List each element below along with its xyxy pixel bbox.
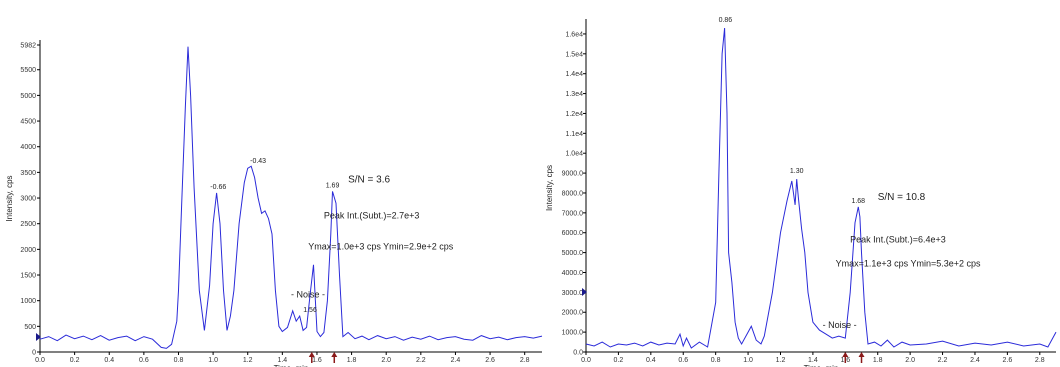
chart1-x-tick-label: 0.6 xyxy=(139,357,149,364)
chart2-x-tick-label: 0.4 xyxy=(646,357,656,364)
chart2-x-tick-label: 1.4 xyxy=(808,357,818,364)
chart1-peak-intensity-label: Peak Int.(Subt.)=2.7e+3 xyxy=(324,211,420,221)
chart1-peak-label: 1.69 xyxy=(326,182,340,189)
chart1-x-tick-label: 1.0 xyxy=(208,357,218,364)
chart2-y-tick-label: 1.5e4 xyxy=(565,51,583,58)
chart1-y-tick-label: 4000 xyxy=(20,144,36,151)
chart1-y-tick-label: 1000 xyxy=(20,298,36,305)
chart2-x-tick-label: 0.6 xyxy=(678,357,688,364)
chart1-y-tick-label: 2000 xyxy=(20,247,36,254)
chart1-y-tick-label: 500 xyxy=(24,324,36,331)
chart2-x-tick-label: 2.8 xyxy=(1035,357,1045,364)
chart2-ymax-ymin-label: Ymax=1.1e+3 cps Ymin=5.3e+2 cps xyxy=(836,259,981,269)
chart1-peak-label: 1.56 xyxy=(303,307,317,314)
chart2-y-tick-label: 1000.0 xyxy=(562,330,584,337)
chart1-x-tick-label: 1.2 xyxy=(243,357,253,364)
chart1-x-tick-label: 2.2 xyxy=(416,357,426,364)
chart1-x-tick-label: 0.2 xyxy=(70,357,80,364)
chart2-y-tick-label: 1.4e4 xyxy=(565,71,583,78)
chart2-y-tick-label: 1.6e4 xyxy=(565,31,583,38)
chart2-y-axis-label: Intensity, cps xyxy=(545,165,554,211)
chart2-x-tick-label: 0.0 xyxy=(581,357,591,364)
chart2-y-tick-label: 1.2e4 xyxy=(565,111,583,118)
chart1-x-tick-label: 1.8 xyxy=(347,357,357,364)
chart1-x-tick-label: 0.4 xyxy=(104,357,114,364)
chart1-x-tick-label: 1.6 xyxy=(312,357,322,364)
chart2-y-tick-label: 2000.0 xyxy=(562,310,584,317)
chart2-peak-intensity-label: Peak Int.(Subt.)=6.4e+3 xyxy=(850,235,946,245)
chart1-x-tick-label: 2.0 xyxy=(381,357,391,364)
chart2-x-tick-label: 1.2 xyxy=(776,357,786,364)
chart2-y-tick-label: 9000.0 xyxy=(562,171,584,178)
chart2-x-tick-label: 2.0 xyxy=(905,357,915,364)
chart2-peak-label: 0.86 xyxy=(719,17,733,24)
chart1-y-tick-label: 3000 xyxy=(20,196,36,203)
chart2-y-tick-label: 5000.0 xyxy=(562,250,584,257)
chart1-y-tick-label: 5982 xyxy=(20,43,36,50)
chart1-x-axis-label: Time, min xyxy=(274,364,309,367)
chart2-integration-arrow-icon xyxy=(842,352,849,357)
chart2-y-tick-label: 1.3e4 xyxy=(565,91,583,98)
chart1-y-tick-label: 0 xyxy=(32,350,36,357)
chart2-y-tick-label: 1.1e4 xyxy=(565,131,583,138)
chart1-y-tick-label: 1500 xyxy=(20,273,36,280)
chart2-y-tick-label: 1.0e4 xyxy=(565,151,583,158)
chart1-x-tick-label: 0.8 xyxy=(174,357,184,364)
chart1-x-tick-label: 0.0 xyxy=(35,357,45,364)
chart2-x-tick-label: 2.2 xyxy=(938,357,948,364)
chart1-x-tick-label: 2.8 xyxy=(520,357,530,364)
chart2-x-tick-label: 1.0 xyxy=(743,357,753,364)
chart2-y-tick-label: 8000.0 xyxy=(562,190,584,197)
chart1-peak-label: -0.43 xyxy=(250,158,266,165)
chart2-y-tick-label: 6000.0 xyxy=(562,230,584,237)
chart2-trace-line xyxy=(585,27,1057,349)
chart2-x-tick-label: 2.4 xyxy=(970,357,980,364)
chart1-trace-line xyxy=(39,46,543,349)
chart1-integration-arrow-icon xyxy=(308,352,315,357)
chart1-ymax-ymin-label: Ymax=1.0e+3 cps Ymin=2.9e+2 cps xyxy=(308,241,453,251)
chart2-y-tick-label: 3000.0 xyxy=(562,290,584,297)
chart2-integration-arrow-icon xyxy=(858,352,865,357)
chart2-peak-label: 1.68 xyxy=(851,198,865,205)
chart1-y-tick-label: 5500 xyxy=(20,67,36,74)
chart1-signal-to-noise-label: S/N = 3.6 xyxy=(348,175,390,186)
chart1-x-tick-label: 1.4 xyxy=(277,357,287,364)
chart2-y-tick-label: 7000.0 xyxy=(562,210,584,217)
chart2-x-axis-label: Time, min xyxy=(804,364,839,367)
chart1-y-axis-label: Intensity, cps xyxy=(5,175,14,221)
chart1-x-tick-label: 2.4 xyxy=(451,357,461,364)
chart2-y-tick-label: 4000.0 xyxy=(562,270,584,277)
chart2-peak-label: 1.30 xyxy=(790,168,804,175)
chart1-integration-arrow-icon xyxy=(331,352,338,357)
chart1-x-tick-label: 2.6 xyxy=(485,357,495,364)
chart2-noise-label: - Noise - xyxy=(823,320,857,330)
chart1-noise-label: - Noise - xyxy=(291,290,325,300)
chart2-x-tick-label: 0.2 xyxy=(614,357,624,364)
chart2-x-tick-label: 1.8 xyxy=(873,357,883,364)
chart1-y-tick-label: 5000 xyxy=(20,93,36,100)
chart2-x-tick-label: 0.8 xyxy=(711,357,721,364)
chart1-peak-label: -0.66 xyxy=(210,184,226,191)
chart1-y-tick-label: 2500 xyxy=(20,221,36,228)
chart2-signal-to-noise-label: S/N = 10.8 xyxy=(878,192,926,203)
chart1-y-tick-label: 3500 xyxy=(20,170,36,177)
chart1-baseline-marker-icon xyxy=(36,333,41,341)
chart2-baseline-marker-icon xyxy=(582,288,587,296)
chart1-y-tick-label: 4500 xyxy=(20,119,36,126)
chart2-y-tick-label: 0.0 xyxy=(573,350,583,357)
chart2-x-tick-label: 2.6 xyxy=(1003,357,1013,364)
